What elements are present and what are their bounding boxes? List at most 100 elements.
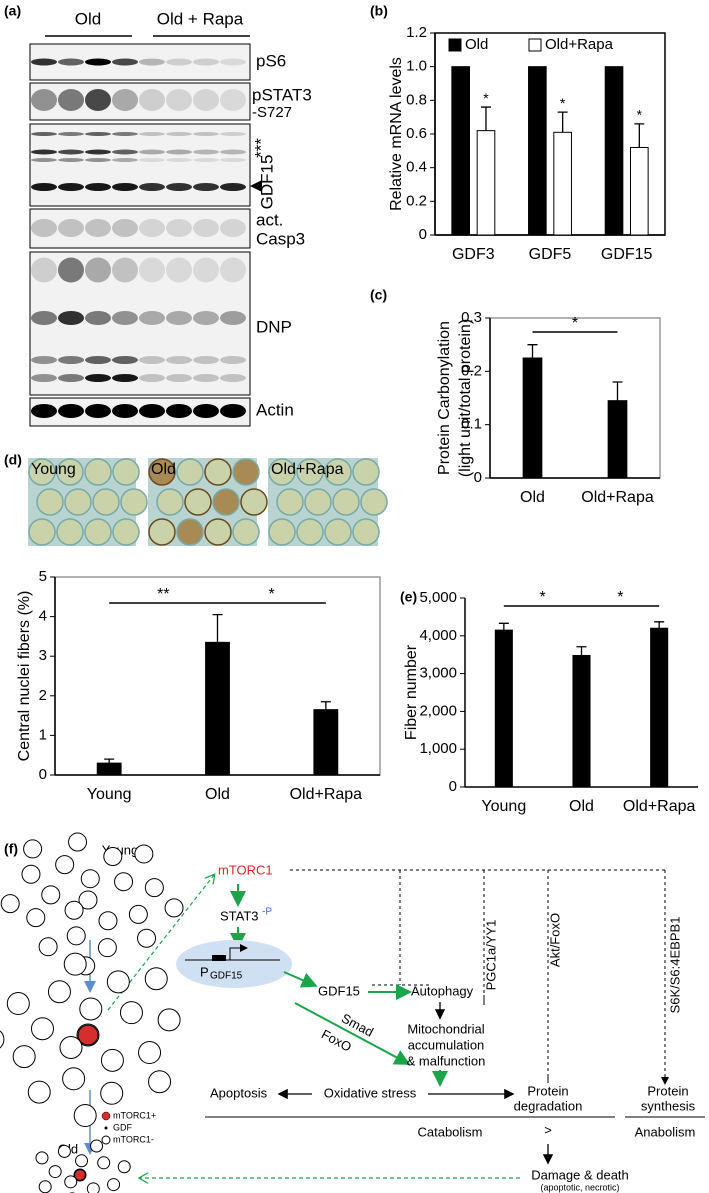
connector xyxy=(290,869,666,1082)
band xyxy=(85,149,111,155)
cell xyxy=(144,967,168,991)
band xyxy=(220,257,246,283)
band xyxy=(31,374,57,382)
cell xyxy=(59,1035,83,1059)
y-tick-label: 0.8 xyxy=(406,91,427,108)
fiber xyxy=(324,458,352,486)
band xyxy=(220,356,246,364)
band-label: Casp3 xyxy=(256,229,305,248)
node: Apoptosis xyxy=(210,1085,268,1100)
caption: Young xyxy=(31,461,76,478)
fiber xyxy=(268,458,296,486)
cell xyxy=(100,1081,124,1105)
promoter-box xyxy=(212,955,226,961)
band xyxy=(58,149,84,155)
annotation: * xyxy=(617,589,623,606)
fiber xyxy=(176,458,204,486)
group-label: Old + Rapa xyxy=(157,9,244,28)
band xyxy=(31,311,57,325)
legend-label: mTORC1+ xyxy=(113,1110,156,1120)
bar xyxy=(205,641,230,776)
band xyxy=(220,374,246,382)
fiber xyxy=(212,488,240,516)
y-tick-label: 0 xyxy=(474,469,482,486)
band xyxy=(166,356,192,364)
error-bar xyxy=(612,381,623,401)
fiber xyxy=(28,518,56,546)
cell xyxy=(134,844,154,864)
cell xyxy=(98,911,118,931)
cell xyxy=(47,980,71,1004)
annotation: * xyxy=(483,90,489,106)
band xyxy=(85,311,111,325)
panel-a-labels: (a) Old Old + Rapa pS6 pSTAT3 -S727 *** … xyxy=(4,3,312,420)
band xyxy=(139,149,165,155)
cell xyxy=(73,1104,97,1128)
label: Catabolism xyxy=(417,1124,482,1139)
annotation: * xyxy=(540,589,546,606)
bar xyxy=(451,66,471,236)
cell xyxy=(23,839,43,859)
bar xyxy=(494,629,513,788)
fiber xyxy=(28,458,56,486)
group-label: Old xyxy=(75,9,101,28)
band xyxy=(58,58,84,66)
fiber xyxy=(296,518,324,546)
band xyxy=(166,219,192,237)
band xyxy=(166,257,192,283)
y-tick-label: 1 xyxy=(39,726,47,743)
fiber xyxy=(56,458,84,486)
band xyxy=(85,58,111,66)
x-tick-label: GDF15 xyxy=(601,246,653,263)
band xyxy=(85,374,111,382)
band xyxy=(220,219,246,237)
node: degradation xyxy=(514,1098,583,1113)
cell xyxy=(78,890,98,910)
bar xyxy=(604,66,624,236)
band xyxy=(166,149,192,155)
fiber xyxy=(112,458,140,486)
diagram: (f) Young Old mTORC1+ GDF mTORC1- mTORC1… xyxy=(0,832,705,1193)
cell xyxy=(12,1045,36,1069)
bar xyxy=(630,146,649,236)
arrow xyxy=(294,1002,411,1065)
x-tick-label: Young xyxy=(87,786,132,803)
western-blots xyxy=(29,43,251,427)
y-tick-label: 0.2 xyxy=(406,192,427,209)
node: & malfunction xyxy=(407,1053,486,1068)
x-tick-label: GDF5 xyxy=(529,246,572,263)
panel-label: (c) xyxy=(370,287,387,303)
band-label: pSTAT3 xyxy=(252,85,312,104)
band xyxy=(220,183,246,191)
band xyxy=(85,183,111,191)
cell xyxy=(27,1080,51,1104)
band xyxy=(31,404,57,418)
band xyxy=(166,374,192,382)
band-label: pS6 xyxy=(256,51,286,70)
band xyxy=(112,158,138,162)
cell xyxy=(75,1154,89,1168)
y-tick-label: 1,000 xyxy=(419,740,457,757)
y-tick-label: 0.6 xyxy=(406,125,427,142)
node: accumulation xyxy=(408,1037,485,1052)
band xyxy=(193,374,219,382)
node: synthesis xyxy=(641,1098,696,1113)
band xyxy=(85,356,111,364)
y-tick-label: 5,000 xyxy=(419,589,457,606)
legend-swatch xyxy=(448,38,462,52)
y-tick-label: 3,000 xyxy=(419,665,457,682)
band xyxy=(58,311,84,325)
arrow xyxy=(229,944,248,960)
y-tick-label: 3 xyxy=(39,647,47,664)
band-label: *** xyxy=(251,138,270,158)
band xyxy=(220,404,246,418)
band xyxy=(166,89,192,111)
cell xyxy=(41,885,61,905)
node: Mitochondrial xyxy=(407,1021,484,1036)
band xyxy=(166,132,192,136)
band xyxy=(58,374,84,382)
panel-label: (d) xyxy=(4,452,22,468)
x-tick-label: Old+Rapa xyxy=(290,786,363,803)
band xyxy=(220,158,246,162)
cell xyxy=(62,1067,86,1091)
